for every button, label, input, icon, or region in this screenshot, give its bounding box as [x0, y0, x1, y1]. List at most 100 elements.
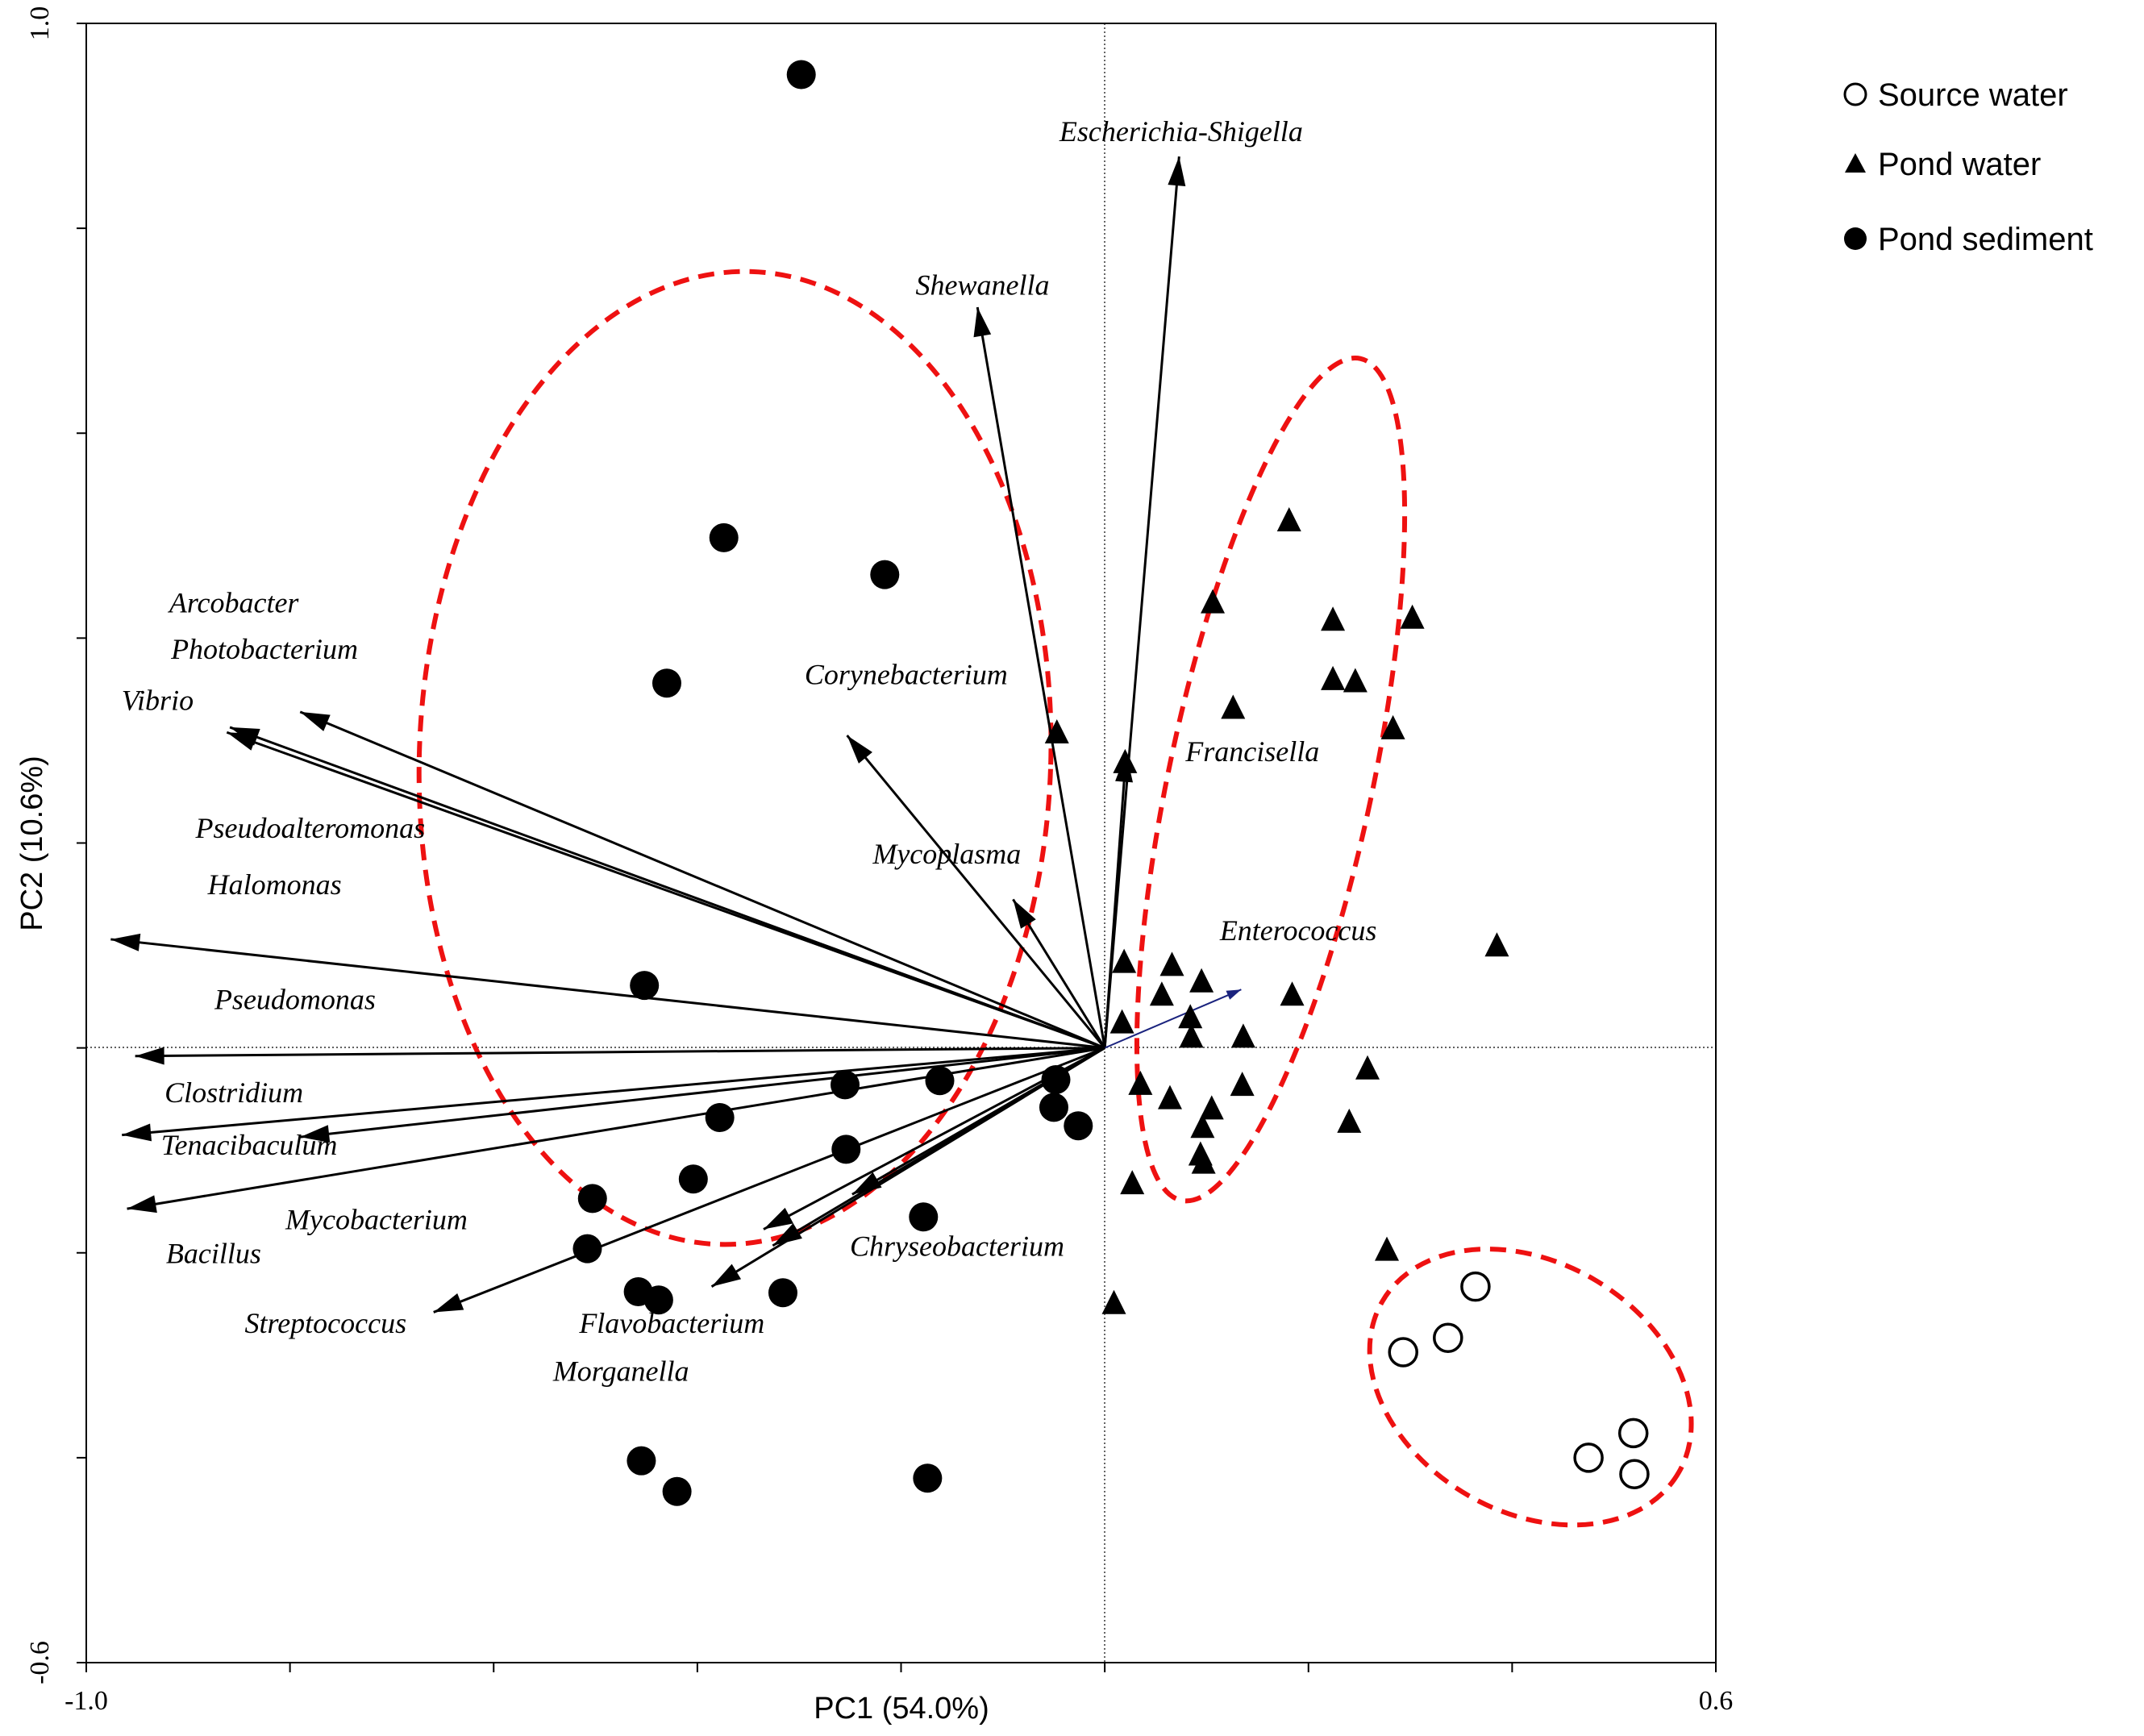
loading-arrow-enterococcus	[1104, 989, 1242, 1049]
legend-marker-source-water	[1843, 82, 1867, 106]
loading-label-francisella: Francisella	[1184, 735, 1319, 768]
point-pond-sediment	[909, 1202, 939, 1232]
arrowhead-arcobacter	[300, 711, 331, 731]
point-pond-sediment	[786, 60, 816, 90]
point-pond-sediment	[1039, 1093, 1068, 1122]
loading-label-mycobacterium: Mycobacterium	[285, 1204, 468, 1236]
point-pond-water	[1149, 981, 1174, 1006]
y-axis-ticks: -0.6 1.0	[25, 6, 86, 1684]
point-pond-water	[1191, 1149, 1216, 1174]
point-pond-water	[1321, 665, 1346, 690]
loading-arrow-halomonas	[110, 938, 1105, 1050]
loading-label-flavobacterium: Flavobacterium	[578, 1307, 764, 1339]
point-pond-sediment	[678, 1164, 708, 1194]
arrowhead-shewanella	[973, 306, 992, 338]
point-pond-water	[1159, 951, 1184, 976]
point-source-water	[1460, 1271, 1491, 1302]
loading-label-arcobacter: Arcobacter	[168, 587, 300, 619]
loading-label-streptococcus: Streptococcus	[245, 1307, 407, 1339]
point-pond-sediment	[870, 560, 900, 589]
arrowhead-halomonas	[110, 933, 141, 951]
plot-area: -1.0 0.6 -0.6 1.0 Escherichia-Shigella Shew…	[25, 6, 1734, 1716]
legend-label-source-water: Source water	[1878, 77, 2068, 113]
point-pond-water	[1179, 1023, 1204, 1048]
loading-label-mycoplasma: Mycoplasma	[872, 838, 1021, 870]
point-pond-water	[1157, 1084, 1182, 1109]
loading-label-clostridium: Clostridium	[164, 1076, 303, 1109]
point-pond-water	[1120, 1170, 1145, 1195]
sample-points	[572, 60, 1650, 1506]
loading-label-pseudomonas: Pseudomonas	[214, 983, 376, 1015]
loading-arrow-vibrio	[226, 731, 1105, 1050]
loading-arrow-tenacibaculum	[122, 1047, 1105, 1137]
loading-label-photobacterium: Photobacterium	[170, 633, 358, 665]
point-pond-water	[1189, 968, 1214, 993]
loading-arrow-clostridium	[300, 1047, 1105, 1139]
point-pond-water	[1101, 1289, 1126, 1314]
loading-arrow-pseudomonas	[135, 1047, 1105, 1058]
point-pond-water	[1400, 604, 1425, 629]
arrowhead-pseudomonas	[135, 1047, 164, 1065]
loading-label-enterococcus: Enterococcus	[1219, 914, 1377, 947]
point-pond-sediment	[1064, 1111, 1093, 1141]
point-pond-sediment	[709, 522, 739, 552]
point-source-water	[1433, 1322, 1463, 1353]
loading-label-corynebacterium: Corynebacterium	[805, 659, 1008, 691]
point-pond-water	[1380, 714, 1405, 739]
loading-labels: Escherichia-Shigella Shewanella Arcobacter…	[122, 115, 1377, 1387]
arrowhead-morganella	[772, 1222, 802, 1246]
point-pond-sediment	[768, 1278, 797, 1308]
ellipse-pond-water	[1134, 356, 1408, 1204]
arrowhead-enterococcus	[1226, 989, 1242, 1000]
point-pond-sediment	[662, 1476, 692, 1506]
point-pond-water	[1484, 932, 1509, 957]
ellipse-source-water	[1367, 1247, 1694, 1528]
legend-label-pond-sediment: Pond sediment	[1878, 222, 2093, 257]
point-pond-sediment	[831, 1070, 860, 1100]
point-pond-water	[1128, 1070, 1153, 1095]
point-pond-water	[1280, 981, 1305, 1006]
point-pond-sediment	[577, 1184, 607, 1214]
point-pond-sediment	[913, 1463, 943, 1493]
arrowhead-mycobacterium	[763, 1207, 793, 1230]
point-pond-water	[1199, 1095, 1224, 1120]
point-pond-sediment	[652, 668, 681, 698]
point-pond-sediment	[1041, 1065, 1071, 1095]
legend-label-pond-water: Pond water	[1878, 147, 2041, 182]
point-pond-water	[1230, 1023, 1255, 1048]
point-pond-water	[1190, 1114, 1215, 1139]
loading-label-shewanella: Shewanella	[916, 269, 1050, 302]
loading-label-morganella: Morganella	[552, 1355, 689, 1388]
arrowhead-tenacibaculum	[122, 1123, 152, 1142]
legend: Source water Pond water Pond sediment	[1843, 77, 2093, 257]
loading-arrow-shewanella	[976, 306, 1106, 1048]
point-pond-water	[1109, 1009, 1134, 1034]
point-pond-water	[1343, 668, 1368, 693]
y-tick-label: -0.6	[25, 1641, 55, 1684]
point-source-water	[1388, 1337, 1418, 1368]
arrowhead-escherichia-shigella	[1168, 156, 1186, 186]
x-axis-title: PC1 (54.0%)	[814, 1692, 989, 1726]
loading-arrow-streptococcus	[433, 1047, 1105, 1313]
point-source-water	[1619, 1459, 1650, 1489]
point-pond-water	[1337, 1108, 1362, 1133]
legend-marker-pond-sediment	[1844, 227, 1867, 250]
arrowhead-flavobacterium	[711, 1263, 742, 1287]
x-tick-label: 0.6	[1699, 1686, 1734, 1716]
point-pond-water	[1044, 719, 1069, 744]
y-tick-label: 1.0	[25, 6, 55, 41]
point-pond-water	[1375, 1236, 1400, 1261]
loading-label-chryseobacterium: Chryseobacterium	[850, 1230, 1064, 1263]
loading-arrow-corynebacterium	[846, 735, 1106, 1049]
loading-arrow-escherichia-shigella	[1103, 156, 1180, 1048]
point-source-water	[1617, 1418, 1649, 1449]
point-source-water	[1573, 1443, 1604, 1473]
point-pond-water	[1276, 506, 1301, 531]
arrowhead-bacillus	[127, 1195, 157, 1214]
point-pond-sediment	[925, 1066, 955, 1096]
point-pond-water	[1221, 694, 1246, 719]
loading-label-tenacibaculum: Tenacibaculum	[161, 1129, 338, 1161]
point-pond-sediment	[630, 971, 660, 1001]
loading-label-vibrio: Vibrio	[122, 684, 194, 716]
loading-arrow-arcobacter	[299, 710, 1105, 1050]
